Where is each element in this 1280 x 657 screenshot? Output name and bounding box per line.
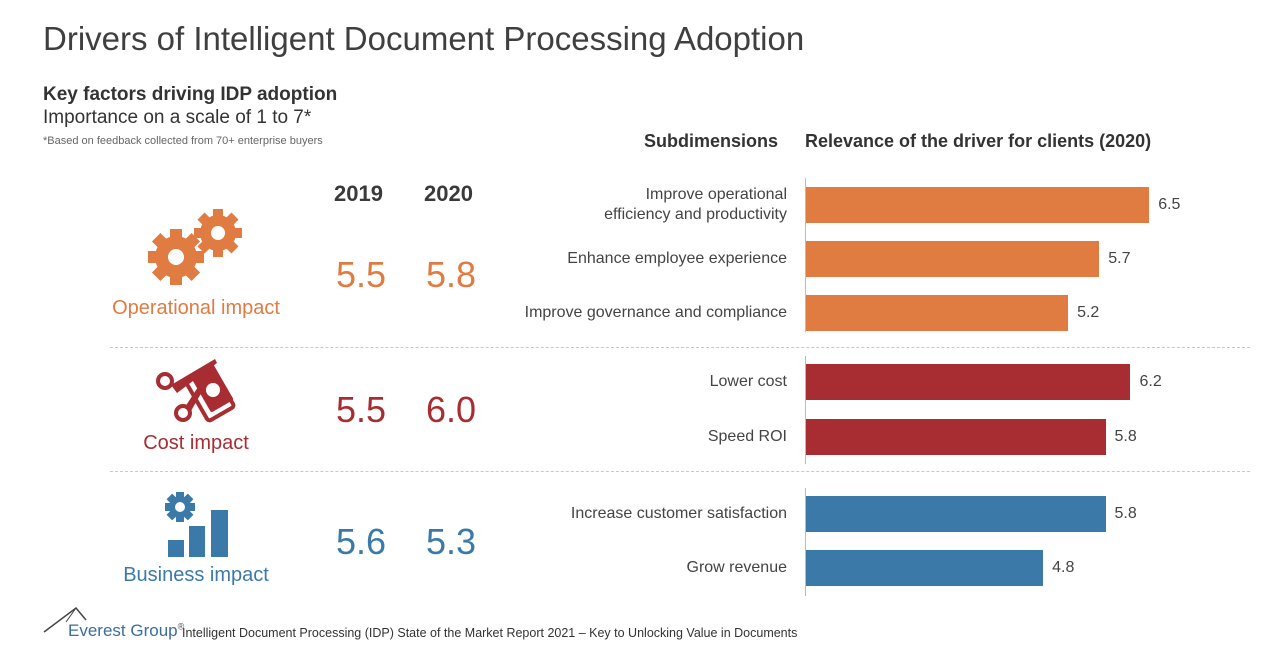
score-business-2020: 5.3 (426, 521, 477, 562)
bar-value-label: 6.2 (1139, 373, 1162, 390)
bar-value-label: 4.8 (1052, 559, 1075, 576)
bar (806, 241, 1100, 277)
scale-note: Importance on a scale of 1 to 7* (43, 107, 312, 128)
group-divider (110, 471, 1250, 472)
bar (806, 550, 1044, 586)
everest-group-logo (43, 606, 87, 633)
subdimension-label-line: Improve operational (645, 186, 787, 203)
gear-bar-chart-icon (165, 492, 228, 557)
bar-value-label: 5.2 (1077, 304, 1100, 321)
brand-name: Everest Group (68, 621, 178, 640)
subdimensions-header: Subdimensions (644, 131, 779, 151)
subdimension-label-line: Enhance employee experience (567, 250, 787, 267)
subdimension-label-line: efficiency and productivity (604, 206, 787, 223)
subdimension-label: Enhance employee experience (567, 249, 787, 269)
page-title: Drivers of Intelligent Document Processi… (43, 20, 805, 57)
footnote: *Based on feedback collected from 70+ en… (43, 135, 323, 147)
bar-value-label: 5.8 (1114, 505, 1137, 522)
subdimension-label-line: Speed ROI (707, 428, 787, 445)
group-label-cost: Cost impact (143, 432, 249, 454)
bar-value-label: 5.7 (1108, 250, 1131, 267)
subdimension-label-line: Grow revenue (686, 559, 788, 576)
subdimension-label: Speed ROI (708, 427, 787, 447)
gears-icon (148, 209, 242, 285)
year-2019-header: 2019 (334, 181, 383, 206)
score-cost-2019: 5.5 (336, 389, 387, 430)
subdimension-label: Improve governance and compliance (525, 303, 787, 323)
subdimension-label-line: Improve governance and compliance (524, 304, 787, 321)
footer-source: Intelligent Document Processing (IDP) St… (182, 626, 798, 640)
group-label-business: Business impact (123, 564, 269, 586)
score-operational-2020: 5.8 (426, 254, 477, 295)
relevance-header: Relevance of the driver for clients (202… (805, 131, 1152, 151)
bar (806, 364, 1131, 400)
bar (806, 295, 1069, 331)
subdimension-label: Improve operational efficiency and produc… (604, 185, 787, 225)
registered-mark: ® (177, 621, 185, 632)
bar-axis (805, 356, 806, 464)
group-label-operational: Operational impact (112, 297, 280, 319)
bar-value-label: 6.5 (1158, 196, 1181, 213)
subdimension-label-line: Lower cost (709, 373, 787, 390)
bar-axis (805, 488, 806, 596)
subtitle: Key factors driving IDP adoption (43, 84, 338, 105)
subdimension-label: Grow revenue (687, 558, 788, 578)
subdimension-label: Lower cost (710, 372, 787, 392)
subdimension-label: Increase customer satisfaction (571, 504, 787, 524)
bar-axis (805, 178, 806, 332)
group-divider (110, 347, 1250, 348)
logo-text: Everest Group® (68, 621, 184, 641)
bar (806, 419, 1106, 455)
subdimension-label-line: Increase customer satisfaction (570, 505, 787, 522)
scissors-money-icon (156, 359, 236, 423)
bar-value-label: 5.8 (1114, 428, 1137, 445)
score-cost-2020: 6.0 (426, 389, 477, 430)
bar (806, 187, 1150, 223)
score-operational-2019: 5.5 (336, 254, 387, 295)
score-business-2019: 5.6 (336, 521, 387, 562)
bar (806, 496, 1106, 532)
year-2020-header: 2020 (424, 181, 473, 206)
